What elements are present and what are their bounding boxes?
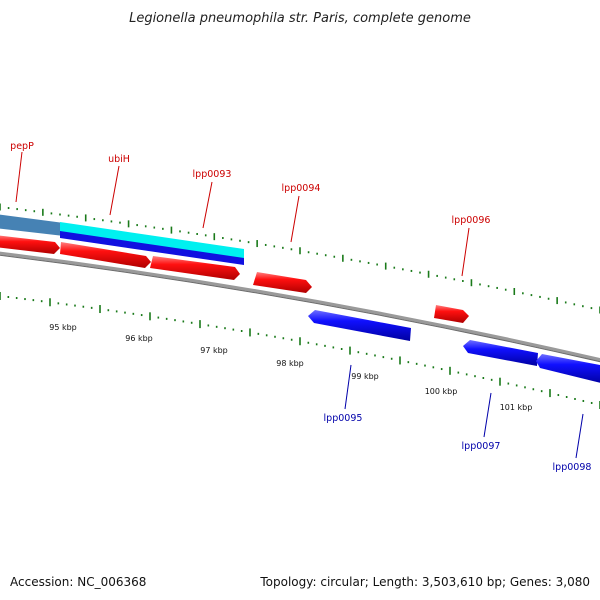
reverse-gene-arrow (308, 310, 411, 341)
scale-label: 98 kbp (276, 359, 304, 368)
scale-label: 96 kbp (125, 334, 153, 343)
leader-line (575, 413, 584, 459)
highlight-blue-band (60, 230, 244, 265)
gene-label-text: pepP (10, 141, 34, 152)
forward-gene-arrow (253, 272, 312, 293)
gene-label-text: lpp0095 (324, 413, 363, 424)
gene-label-lpp0094: lpp0094 (282, 183, 321, 243)
gene-label-text: lpp0098 (553, 462, 592, 473)
gene-label-text: ubiH (108, 154, 130, 165)
reverse-tick-track (0, 292, 600, 409)
leader-line (483, 392, 492, 438)
leader-line (290, 195, 300, 243)
genome-backbone (0, 251, 600, 362)
leader-line (15, 151, 23, 203)
highlight-steel-band (0, 214, 64, 236)
forward-gene-arrow (434, 305, 469, 323)
scale-label: 101 kbp (500, 403, 533, 412)
gene-label-lpp0096: lpp0096 (452, 215, 491, 277)
gene-label-ubiH: ubiH (108, 154, 130, 216)
gene-label-pepP: pepP (10, 141, 34, 203)
gene-label-lpp0097: lpp0097 (462, 392, 501, 452)
reverse-gene-arrow (463, 340, 538, 366)
scale-labels: 95 kbp 96 kbp 97 kbp 98 kbp 99 kbp 100 kbp 101… (49, 323, 532, 412)
accession-label: Accession: NC_006368 (10, 575, 146, 589)
forward-tick-track (0, 203, 600, 314)
gene-label-lpp0093: lpp0093 (193, 169, 232, 229)
genome-summary: Topology: circular; Length: 3,503,610 bp… (259, 575, 590, 589)
genome-backbone-shadow (0, 254, 600, 363)
reverse-gene-arrow (536, 354, 600, 383)
forward-gene-arrow (150, 256, 240, 280)
gene-label-text: lpp0093 (193, 169, 232, 180)
forward-gene-arrow (0, 235, 60, 254)
gene-label-lpp0095: lpp0095 (324, 364, 363, 424)
leader-line (109, 165, 120, 216)
map-title: Legionella pneumophila str. Paris, compl… (129, 11, 471, 26)
scale-label: 97 kbp (200, 346, 228, 355)
scale-label: 95 kbp (49, 323, 77, 332)
leader-line (461, 227, 470, 277)
gene-label-text: lpp0097 (462, 441, 501, 452)
leader-line (202, 181, 213, 229)
gene-label-text: lpp0094 (282, 183, 321, 194)
scale-label: 100 kbp (425, 387, 458, 396)
highlight-cyan-band (60, 222, 244, 258)
leader-line (344, 364, 352, 410)
scale-label: 99 kbp (351, 372, 379, 381)
gene-label-lpp0098: lpp0098 (553, 413, 592, 473)
forward-gene-arrow (60, 242, 151, 268)
gene-label-text: lpp0096 (452, 215, 491, 226)
